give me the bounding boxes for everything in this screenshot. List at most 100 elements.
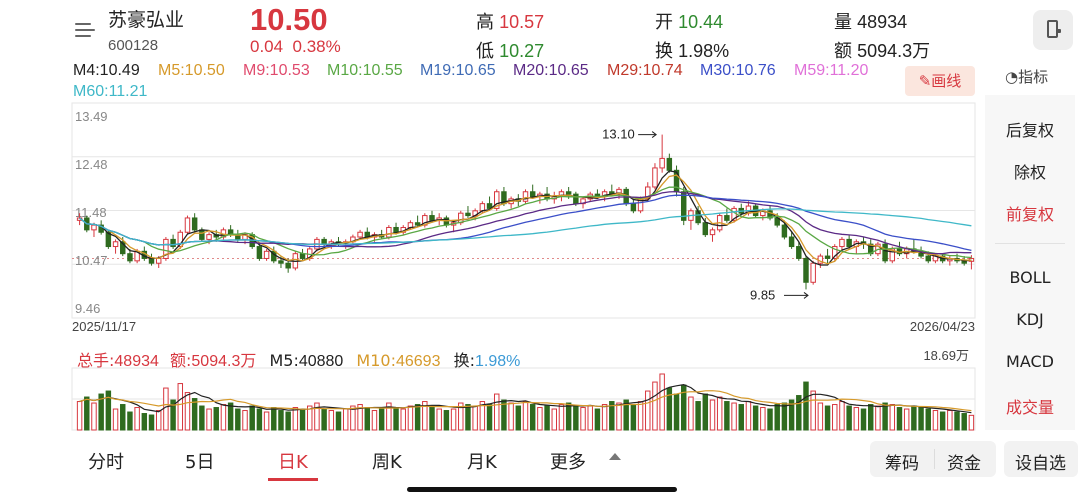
volume-bar [810, 390, 816, 431]
rp-boll[interactable]: BOLL [1009, 268, 1051, 287]
candle-body [832, 246, 838, 259]
candle [745, 201, 752, 216]
volume-bar [781, 402, 788, 431]
add-watchlist-button[interactable]: 设自选 [1015, 454, 1066, 474]
volume-bar [84, 396, 90, 431]
candle-body [767, 210, 773, 219]
candle [271, 246, 277, 264]
candle-body [191, 217, 198, 231]
candle [601, 189, 608, 202]
candle [285, 258, 291, 273]
pencil-icon: ✎ [918, 72, 932, 90]
tab-weekly-k[interactable]: 周K [372, 452, 402, 473]
candle [407, 220, 414, 230]
indicator-button[interactable]: ◔指标 [1005, 66, 1048, 87]
candle [127, 248, 133, 264]
rp-macd[interactable]: MACD [1006, 352, 1054, 371]
candle-body [853, 241, 860, 248]
volume-label: 量 [834, 12, 852, 33]
candle-body [760, 210, 766, 217]
volume-bar [882, 402, 888, 431]
candle [213, 229, 219, 242]
rp-after-adjust[interactable]: 后复权 [1005, 121, 1054, 140]
candle [299, 248, 306, 261]
vol-m10-label: M10: [356, 351, 396, 370]
candle-body [846, 238, 852, 248]
volume-bar [120, 404, 126, 431]
candle [702, 217, 709, 238]
volume-bar [91, 402, 97, 431]
candle [652, 163, 658, 190]
candle-body [134, 250, 140, 262]
volume-bar [414, 404, 421, 431]
volume-value: 48934 [857, 12, 908, 32]
turnover-quote: 换 1.98% [655, 37, 729, 63]
ma-legend-m5: M5:10.50 [158, 62, 225, 79]
candle [263, 248, 270, 261]
candle [220, 227, 227, 240]
rp-ex-rights[interactable]: 除权 [1013, 163, 1046, 182]
change-value: 0.04 [250, 37, 284, 56]
tab-intraday[interactable]: 分时 [88, 452, 124, 473]
candle [364, 227, 371, 240]
candle-body [738, 207, 744, 214]
candle [292, 251, 299, 271]
volume-bar [716, 396, 723, 431]
ma-line-m60 [79, 208, 972, 246]
low-value: 10.27 [499, 41, 545, 61]
tab-daily-k[interactable]: 日K [278, 452, 308, 473]
rp-volume[interactable]: 成交量 [1005, 398, 1054, 417]
candle-body [918, 250, 924, 257]
candle-body [508, 198, 514, 205]
menu-lines-icon[interactable] [72, 18, 98, 42]
candle-body [587, 193, 593, 200]
candle-body [386, 226, 392, 238]
tab-more[interactable]: 更多 [550, 452, 586, 473]
volume-bar [155, 410, 162, 431]
candle-body [450, 222, 457, 226]
high-value: 10.57 [499, 12, 545, 32]
candle [465, 206, 471, 218]
candle [680, 186, 687, 226]
volume-bar [853, 407, 860, 431]
volume-bar [645, 390, 651, 431]
caret-up-icon[interactable] [609, 453, 621, 460]
tab-monthly-k[interactable]: 月K [467, 452, 497, 473]
candle [148, 253, 155, 266]
candle [817, 253, 824, 268]
volume-bar [623, 399, 629, 431]
volume-bar [76, 401, 83, 431]
rp-forward-adjust[interactable]: 前复权 [1005, 205, 1054, 224]
volume-bar [947, 410, 953, 431]
candle-body [724, 215, 730, 221]
landscape-toggle-button[interactable] [1033, 10, 1073, 50]
candle [206, 232, 212, 245]
change-percent: 0.38% [292, 37, 341, 56]
y-tick-label: 11.48 [75, 205, 107, 220]
candle-body [954, 257, 960, 262]
open-value: 10.44 [678, 12, 724, 32]
volume-bar [860, 408, 867, 431]
candle-body [479, 203, 486, 212]
rp-divider [995, 243, 1065, 244]
candle [249, 232, 255, 249]
watchlist-group [1004, 441, 1078, 477]
volume-bar [278, 410, 284, 431]
volume-bar [515, 405, 522, 431]
candle-body [573, 193, 579, 205]
volume-bar [522, 401, 529, 431]
tab-5day[interactable]: 5日 [185, 452, 215, 473]
chips-button[interactable]: 筹码 [885, 454, 919, 474]
volume-bar [544, 405, 550, 431]
volume-bar [479, 401, 486, 431]
candle [867, 239, 874, 257]
candle-body [429, 215, 435, 221]
volume-bar [961, 413, 967, 431]
candle-body [637, 198, 644, 212]
draw-line-button[interactable]: ✎画线 [905, 66, 975, 96]
funds-button[interactable]: 资金 [947, 454, 981, 474]
ma-legend-m4: M4:10.49 [73, 62, 140, 79]
volume-bar [465, 404, 471, 431]
end-date-label: 2026/04/23 [910, 319, 975, 334]
rp-kdj[interactable]: KDJ [1016, 310, 1044, 329]
